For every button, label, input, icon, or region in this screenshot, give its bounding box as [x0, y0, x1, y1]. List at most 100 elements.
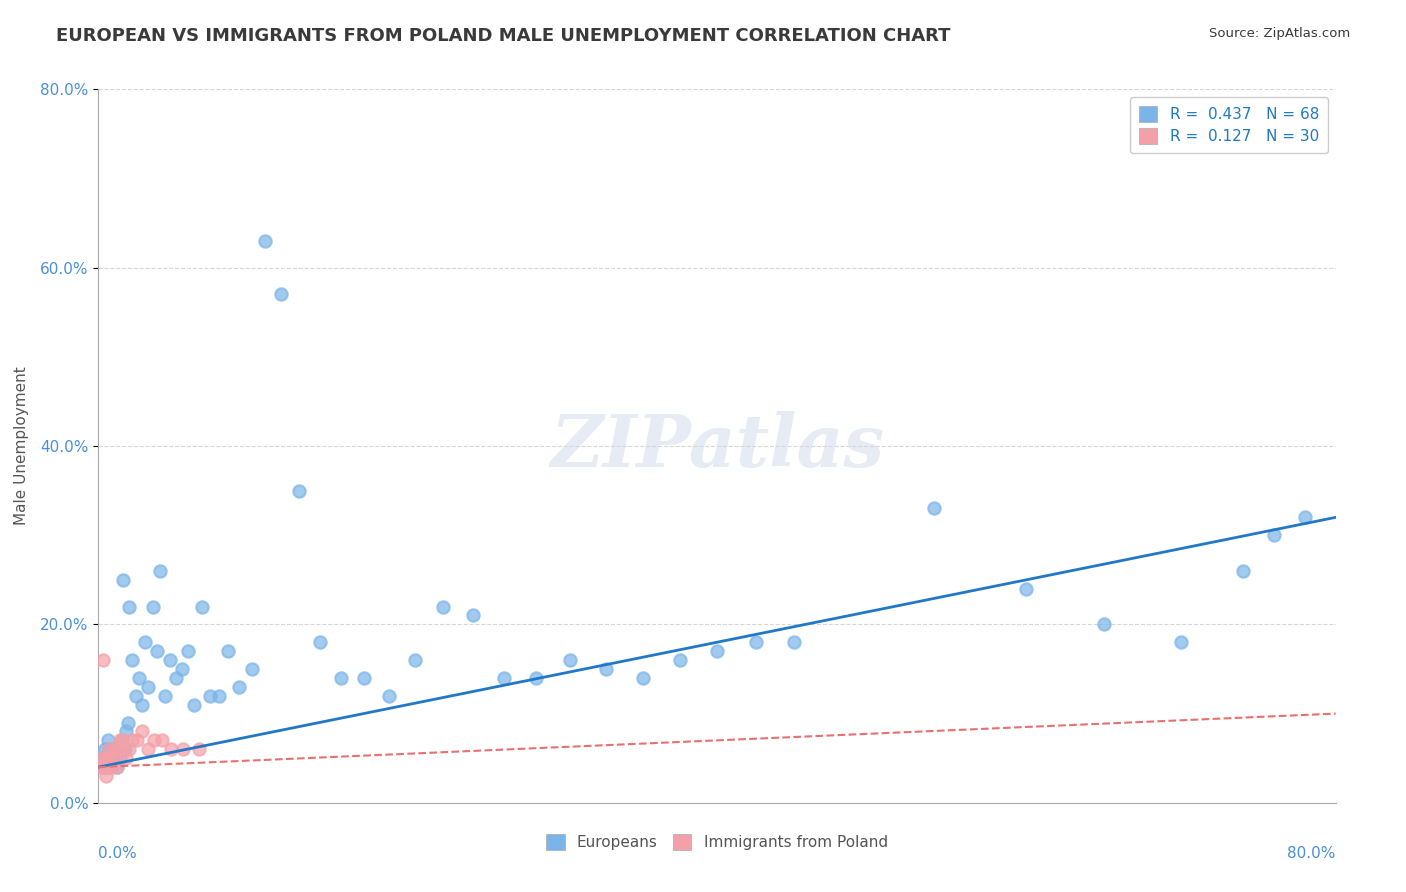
- Point: [595, 662, 617, 676]
- Point: [98, 751, 121, 765]
- Point: [97, 733, 120, 747]
- Point: [165, 671, 187, 685]
- Point: [111, 733, 132, 747]
- Point: [111, 733, 132, 747]
- Point: [91, 653, 114, 667]
- Point: [115, 724, 138, 739]
- Point: [96, 760, 118, 774]
- Point: [146, 644, 169, 658]
- Point: [524, 671, 547, 685]
- Point: [127, 733, 149, 747]
- Point: [172, 742, 194, 756]
- Point: [183, 698, 205, 712]
- Point: [96, 751, 118, 765]
- Point: [131, 724, 153, 739]
- Point: [124, 689, 146, 703]
- Point: [91, 760, 114, 774]
- Point: [150, 733, 173, 747]
- Point: [492, 671, 515, 685]
- Point: [105, 760, 128, 774]
- Point: [104, 751, 127, 765]
- Point: [143, 733, 166, 747]
- Point: [112, 573, 135, 587]
- Point: [228, 680, 250, 694]
- Text: EUROPEAN VS IMMIGRANTS FROM POLAND MALE UNEMPLOYMENT CORRELATION CHART: EUROPEAN VS IMMIGRANTS FROM POLAND MALE …: [56, 27, 950, 45]
- Point: [107, 742, 129, 756]
- Point: [706, 644, 728, 658]
- Point: [1015, 582, 1038, 596]
- Point: [100, 760, 122, 774]
- Point: [353, 671, 375, 685]
- Text: 0.0%: 0.0%: [98, 846, 138, 861]
- Point: [160, 742, 183, 756]
- Point: [104, 751, 127, 765]
- Point: [1170, 635, 1192, 649]
- Point: [198, 689, 221, 703]
- Point: [432, 599, 454, 614]
- Point: [108, 733, 131, 747]
- Y-axis label: Male Unemployment: Male Unemployment: [14, 367, 30, 525]
- Text: Source: ZipAtlas.com: Source: ZipAtlas.com: [1209, 27, 1350, 40]
- Point: [121, 653, 143, 667]
- Point: [669, 653, 692, 667]
- Point: [1232, 564, 1254, 578]
- Point: [107, 742, 129, 756]
- Point: [141, 599, 165, 614]
- Point: [153, 689, 176, 703]
- Point: [93, 751, 115, 765]
- Point: [100, 751, 122, 765]
- Point: [330, 671, 353, 685]
- Point: [101, 751, 124, 765]
- Point: [288, 483, 311, 498]
- Point: [308, 635, 330, 649]
- Point: [128, 671, 150, 685]
- Point: [131, 698, 153, 712]
- Point: [254, 234, 277, 248]
- Point: [1263, 528, 1285, 542]
- Point: [159, 653, 181, 667]
- Point: [96, 760, 118, 774]
- Point: [191, 599, 214, 614]
- Point: [1294, 510, 1316, 524]
- Point: [93, 742, 115, 756]
- Point: [96, 769, 118, 783]
- Point: [89, 760, 111, 774]
- Point: [98, 760, 121, 774]
- Point: [922, 501, 945, 516]
- Point: [208, 689, 231, 703]
- Point: [745, 635, 768, 649]
- Point: [98, 742, 121, 756]
- Point: [90, 751, 112, 765]
- Point: [177, 644, 200, 658]
- Point: [461, 608, 484, 623]
- Point: [118, 742, 141, 756]
- Point: [114, 742, 136, 756]
- Point: [240, 662, 263, 676]
- Point: [270, 287, 292, 301]
- Point: [149, 564, 172, 578]
- Point: [121, 733, 143, 747]
- Point: [560, 653, 582, 667]
- Point: [378, 689, 401, 703]
- Point: [217, 644, 239, 658]
- Point: [188, 742, 211, 756]
- Point: [90, 751, 112, 765]
- Legend: Europeans, Immigrants from Poland: Europeans, Immigrants from Poland: [537, 825, 897, 859]
- Point: [115, 751, 138, 765]
- Point: [631, 671, 654, 685]
- Point: [136, 742, 159, 756]
- Point: [105, 760, 128, 774]
- Point: [98, 742, 121, 756]
- Point: [118, 599, 141, 614]
- Point: [117, 715, 139, 730]
- Text: ZIPatlas: ZIPatlas: [550, 410, 884, 482]
- Point: [134, 635, 156, 649]
- Point: [91, 760, 114, 774]
- Point: [101, 760, 124, 774]
- Point: [108, 751, 131, 765]
- Point: [97, 751, 120, 765]
- Point: [405, 653, 427, 667]
- Point: [170, 662, 193, 676]
- Point: [136, 680, 159, 694]
- Point: [103, 742, 125, 756]
